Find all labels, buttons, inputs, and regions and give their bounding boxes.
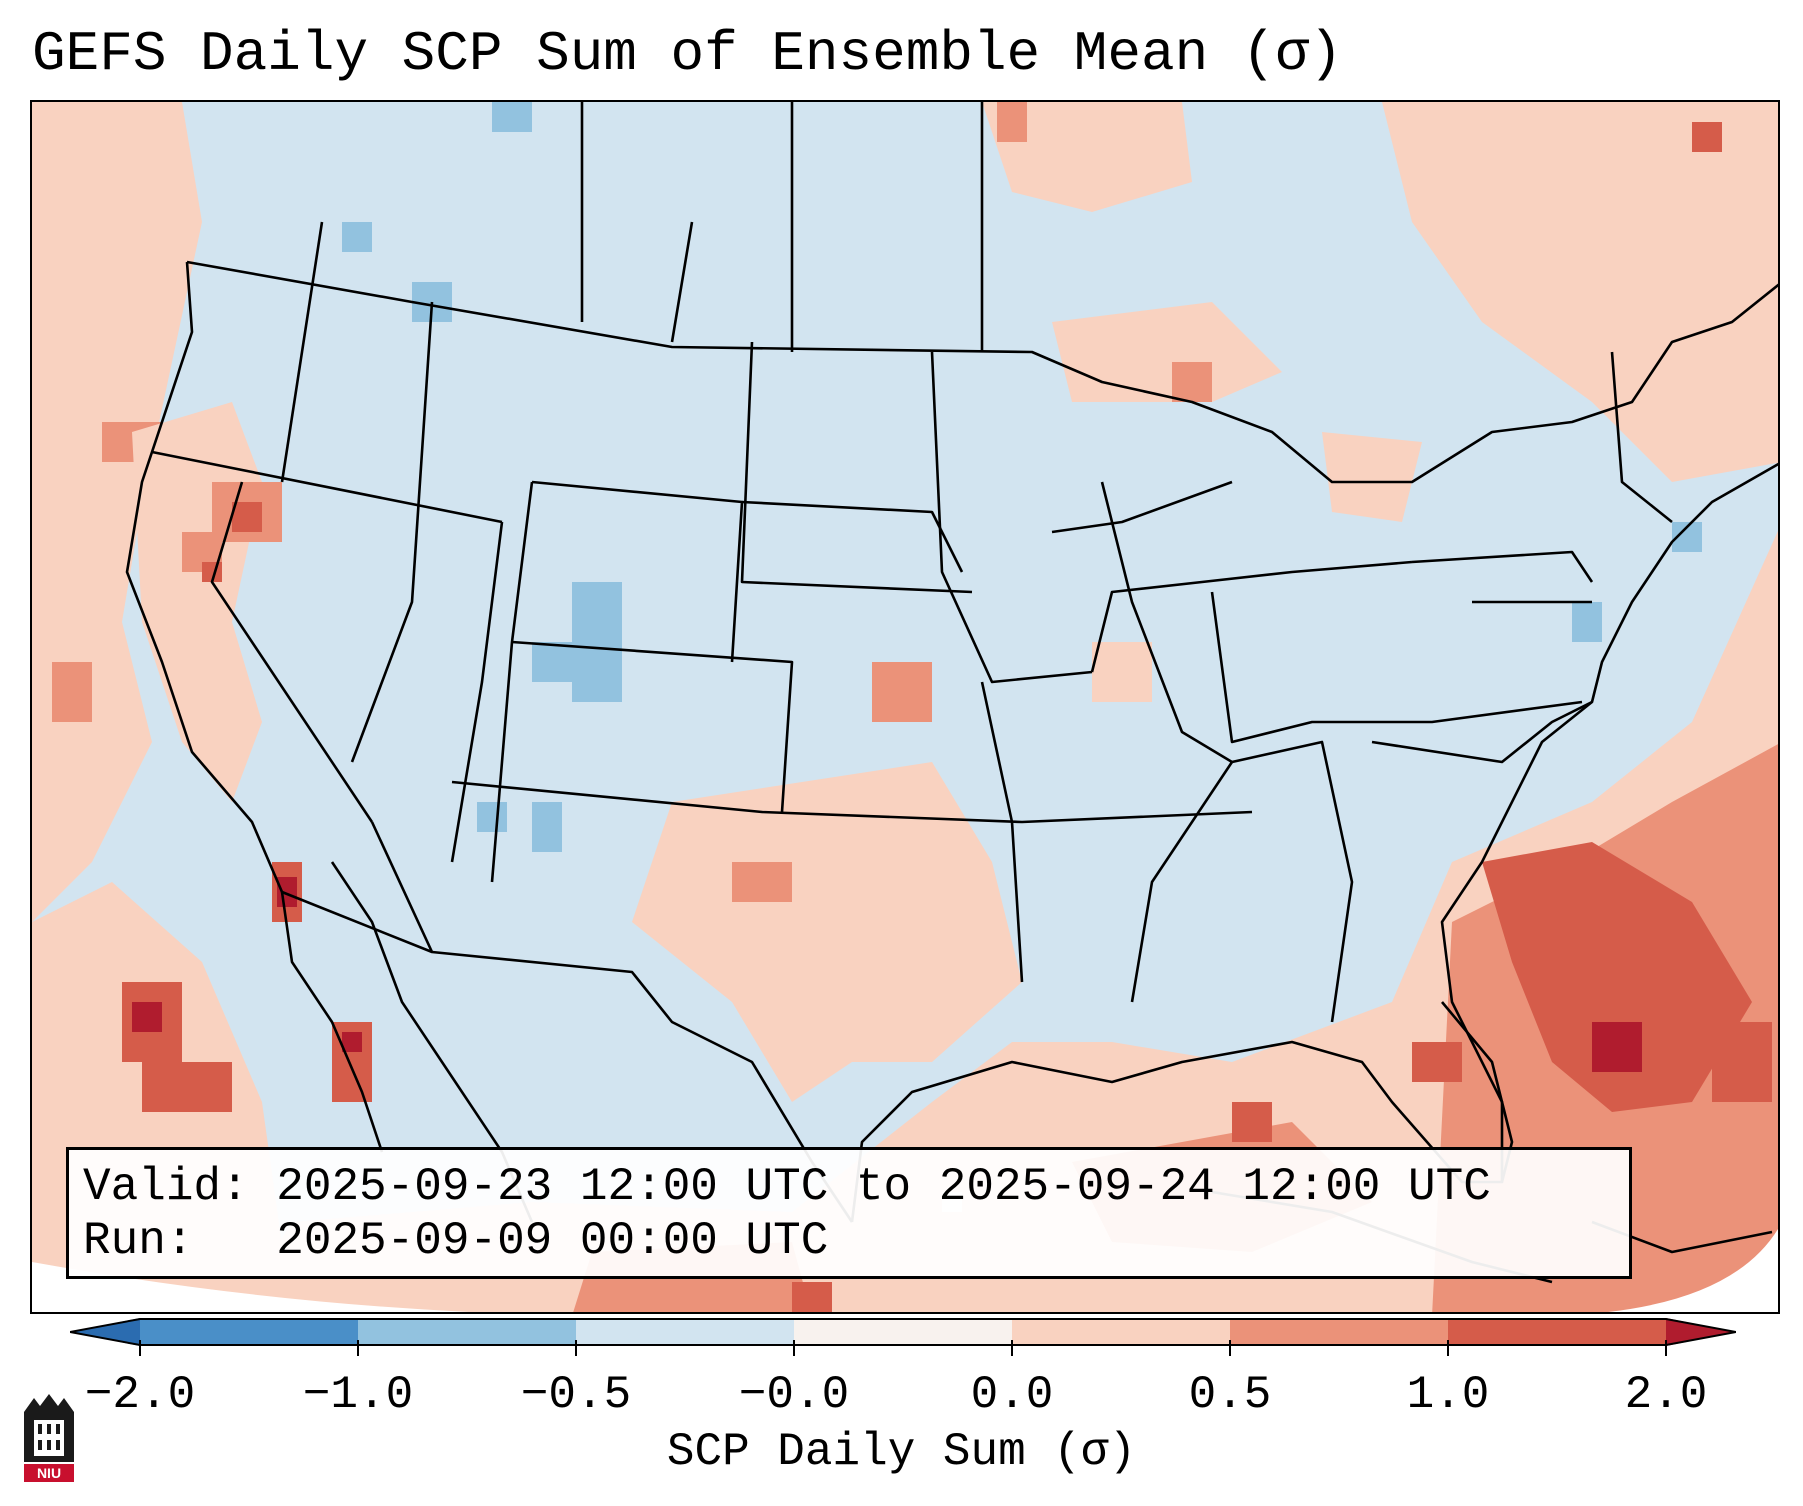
chart-title: GEFS Daily SCP Sum of Ensemble Mean (σ) [32,22,1343,86]
colorbar-tick-mark [1665,1340,1667,1356]
colorbar-tick-mark [793,1340,795,1356]
colorbar [70,1318,1736,1346]
colorbar-tick-mark [1011,1340,1013,1356]
colorbar-tick-mark [575,1340,577,1356]
colorbar-tick-label: −2.0 [84,1369,196,1421]
california-anomaly [132,402,372,1102]
southern-plains-anomaly [632,642,1152,1102]
colorbar-tick-label: 1.0 [1406,1369,1490,1421]
colorbar-tick-label: 0.5 [1188,1369,1272,1421]
colorbar-segment [576,1318,795,1346]
colorbar-segment [1012,1318,1231,1346]
map-canvas [32,102,1778,1312]
colorbar-tick-mark [357,1340,359,1356]
great-lakes-anomaly [1052,302,1422,522]
colorbar-extend-low [70,1318,140,1346]
valid-time-box: Valid: 2025-09-23 12:00 UTC to 2025-09-2… [66,1147,1632,1279]
colorbar-extend-high [1666,1318,1736,1346]
colorbar-segment [794,1318,1013,1346]
logo-text: NIU [37,1465,61,1481]
colorbar-segment [1230,1318,1449,1346]
colorbar-tick-label: −0.5 [520,1369,632,1421]
niu-logo-icon: NIU [24,1394,74,1482]
colorbar-tick-label: 2.0 [1624,1369,1708,1421]
projection-edge [32,1262,469,1312]
colorbar-segment [140,1318,359,1346]
colorbar-ticks: −2.0 −1.0 −0.5 −0.0 0.0 0.5 1.0 2.0 [0,1340,1803,1420]
colorbar-tick-mark [139,1340,141,1356]
colorbar-label: SCP Daily Sum (σ) [666,1426,1137,1478]
rockies-negative-field [342,102,1702,852]
colorbar-tick-label: −1.0 [302,1369,414,1421]
colorbar-tick-mark [1229,1340,1231,1356]
northeast-anomaly [982,102,1778,482]
colorbar-tick-label: −0.0 [738,1369,850,1421]
colorbar-segment [1448,1318,1667,1346]
map-panel [30,100,1780,1314]
run-line: Run: 2025-09-09 00:00 UTC [83,1215,829,1267]
colorbar-segment [358,1318,577,1346]
colorbar-tick-label: 0.0 [970,1369,1054,1421]
colorbar-tick-mark [1447,1340,1449,1356]
projection-edge-right [1607,1228,1778,1312]
valid-line: Valid: 2025-09-23 12:00 UTC to 2025-09-2… [83,1161,1491,1213]
